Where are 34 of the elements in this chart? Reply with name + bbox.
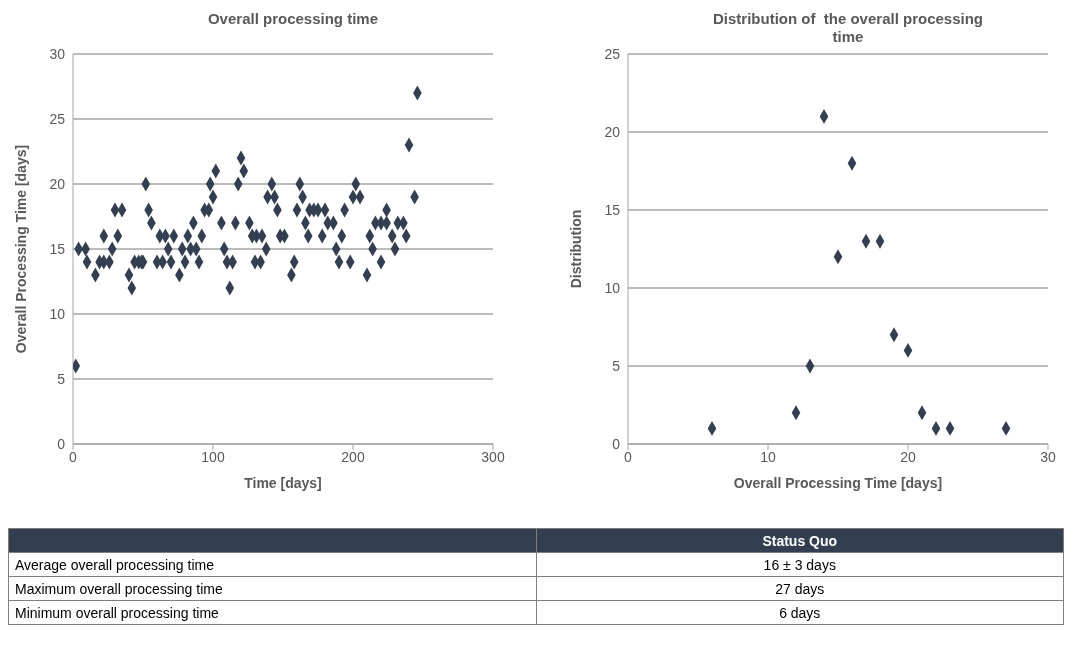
y-tick-label: 20: [604, 123, 621, 140]
y-tick-label: 20: [49, 175, 66, 192]
text: 6 days: [536, 600, 1064, 625]
y-tick-label: 30: [49, 45, 66, 62]
x-tick-label: 200: [341, 448, 365, 465]
y-tick-label: 0: [612, 435, 621, 452]
x-tick-label: 10: [760, 448, 776, 465]
y-tick-label: 0: [57, 435, 66, 452]
chart-title: Overall processing time: [206, 10, 380, 28]
text: 27 days: [536, 576, 1064, 601]
y-tick-label: 25: [49, 110, 66, 127]
y-tick-label: 10: [49, 305, 66, 322]
x-axis-title: Time [days]: [244, 475, 322, 491]
y-axis-title: Distribution: [567, 209, 584, 289]
text: 16 ± 3 days: [536, 552, 1064, 577]
x-tick-label: 100: [201, 448, 225, 465]
x-tick-label: 30: [1040, 448, 1056, 465]
chart-title: Distribution of the overall processing time: [711, 10, 984, 46]
y-tick-label: 25: [604, 45, 621, 62]
y-tick-label: 15: [49, 240, 66, 257]
x-tick-label: 20: [900, 448, 916, 465]
x-tick-label: 300: [481, 448, 505, 465]
y-axis-title: Overall Processing Time [days]: [12, 144, 29, 354]
text: Average overall processing time: [8, 552, 536, 577]
text: Maximum overall processing time: [8, 576, 536, 601]
x-axis-title: Overall Processing Time [days]: [733, 475, 943, 491]
x-tick-label: 0: [624, 448, 633, 465]
text: Status Quo: [536, 528, 1064, 553]
y-tick-label: 15: [604, 201, 621, 218]
y-tick-label: 5: [612, 357, 621, 374]
y-tick-label: 5: [57, 370, 66, 387]
x-tick-label: 0: [69, 448, 78, 465]
y-tick-label: 10: [604, 279, 621, 296]
text: Minimum overall processing time: [8, 600, 536, 625]
